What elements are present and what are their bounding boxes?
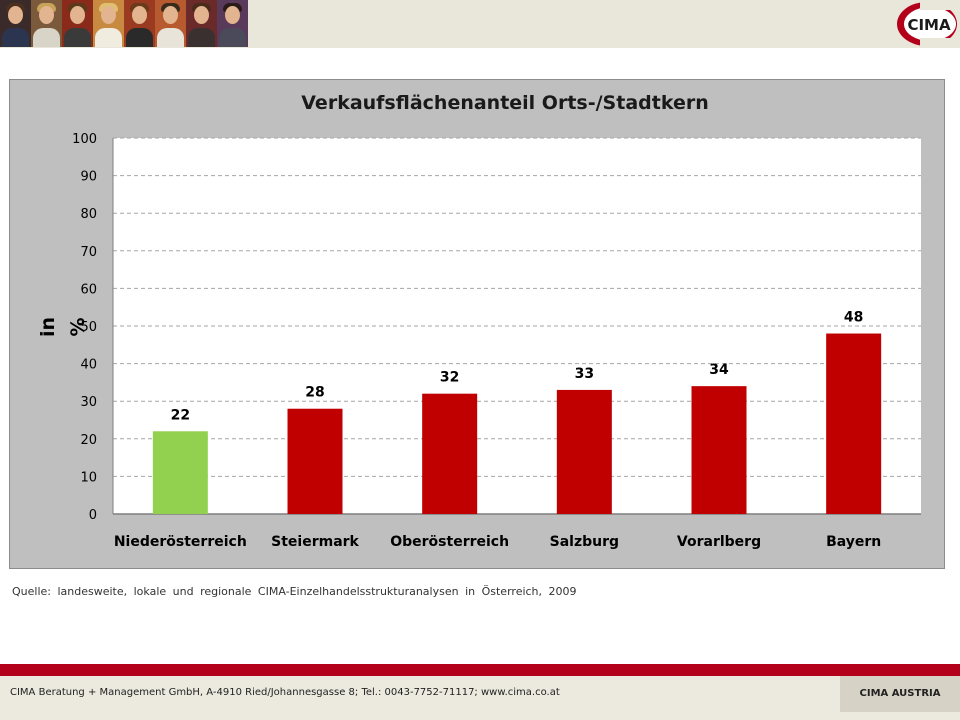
data-label: 32 xyxy=(440,370,459,386)
team-photo xyxy=(31,0,62,47)
y-tick-label: 10 xyxy=(80,470,97,485)
y-tick-label: 70 xyxy=(80,245,97,260)
x-tick-labels: Niederösterreich Steiermark Oberösterreich… xyxy=(114,534,881,550)
cima-logo: CIMA xyxy=(897,1,958,47)
team-photo xyxy=(186,0,217,47)
bar xyxy=(287,408,343,514)
team-photo xyxy=(93,0,124,47)
x-tick-label: Bayern xyxy=(826,534,881,550)
footer-address: CIMA Beratung + Management GmbH, A-4910 … xyxy=(10,687,560,698)
x-tick-label: Vorarlberg xyxy=(677,534,761,550)
y-tick-label: 90 xyxy=(80,170,97,185)
bar xyxy=(422,393,478,514)
data-label: 33 xyxy=(575,366,594,382)
data-label: 22 xyxy=(171,407,190,423)
team-photo-strip xyxy=(0,0,248,47)
x-tick-label: Salzburg xyxy=(550,534,619,550)
data-labels: 22 28 32 33 34 48 xyxy=(171,310,864,424)
x-tick-label: Oberösterreich xyxy=(390,534,509,550)
y-axis-label: in % xyxy=(37,316,89,338)
logo-text: CIMA xyxy=(907,16,951,34)
data-label: 48 xyxy=(844,310,863,326)
footer xyxy=(0,676,960,720)
y-tick-label: 40 xyxy=(80,358,97,373)
y-tick-label: 50 xyxy=(80,320,97,335)
data-label: 34 xyxy=(709,362,729,378)
gridlines xyxy=(112,137,921,515)
bar xyxy=(556,389,612,514)
bar xyxy=(691,386,747,514)
chart-title: Verkaufsflächenanteil Orts-/Stadtkern xyxy=(301,92,709,114)
y-tick-labels: 0 10 20 30 40 50 60 70 80 90 100 xyxy=(72,132,97,523)
x-tick-label: Steiermark xyxy=(271,534,359,550)
data-label: 28 xyxy=(305,385,324,401)
bars xyxy=(152,333,882,514)
y-tick-label: 0 xyxy=(89,508,97,523)
team-photo xyxy=(62,0,93,47)
team-photo xyxy=(124,0,155,47)
y-tick-label: 60 xyxy=(80,282,97,297)
team-photo xyxy=(217,0,248,47)
y-tick-label: 30 xyxy=(80,395,97,410)
y-tick-label: 80 xyxy=(80,207,97,222)
bar xyxy=(152,431,208,514)
y-tick-label: 100 xyxy=(72,132,97,147)
x-tick-label: Niederösterreich xyxy=(114,534,247,550)
source-note: Quelle: landesweite, lokale und regional… xyxy=(12,585,577,598)
footer-badge: CIMA AUSTRIA xyxy=(840,676,960,712)
header-banner: CIMA xyxy=(0,0,960,48)
team-photo xyxy=(155,0,186,47)
team-photo xyxy=(0,0,31,47)
y-tick-label: 20 xyxy=(80,433,97,448)
footer-red-bar xyxy=(0,664,960,676)
bar xyxy=(826,333,882,514)
